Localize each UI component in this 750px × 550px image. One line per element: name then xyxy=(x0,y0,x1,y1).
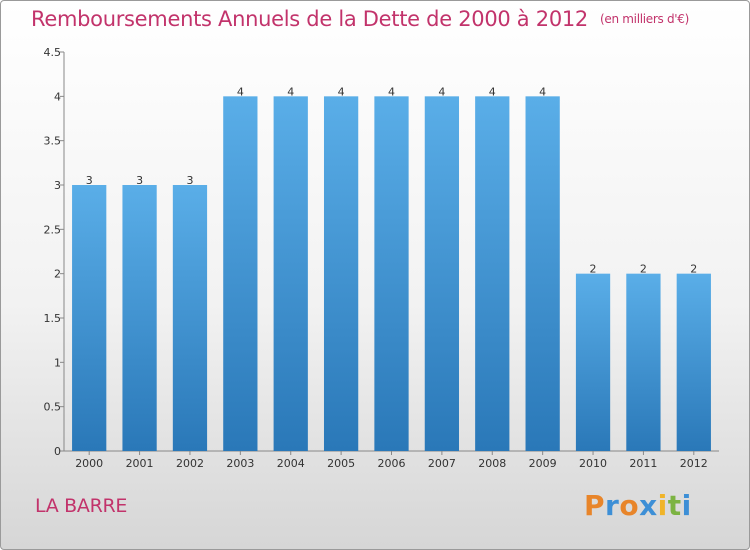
y-tick-label: 2.5 xyxy=(44,223,62,236)
bar-2002 xyxy=(172,185,208,451)
x-tick-label: 2009 xyxy=(529,457,557,470)
x-tick-label: 2001 xyxy=(126,457,154,470)
logo-letter: P xyxy=(584,489,606,522)
y-tick-label: 0.5 xyxy=(44,401,62,414)
bar-value-label: 4 xyxy=(237,85,244,98)
bar-2004 xyxy=(273,96,308,451)
bar-value-label: 4 xyxy=(287,85,294,98)
y-tick-label: 3 xyxy=(54,179,61,192)
y-tick-label: 4 xyxy=(54,90,61,103)
x-tick-label: 2010 xyxy=(579,457,607,470)
y-tick-label: 1 xyxy=(54,356,61,369)
x-tick-label: 2000 xyxy=(75,457,103,470)
chart-title-text: Remboursements Annuels de la Dette de 20… xyxy=(31,7,588,31)
bar-value-label: 4 xyxy=(388,85,395,98)
logo-letter: o xyxy=(619,489,640,522)
bar-value-label: 3 xyxy=(186,174,193,187)
proxiti-logo: Proxiti xyxy=(584,489,692,522)
logo-letter: t xyxy=(667,489,682,522)
x-tick-label: 2012 xyxy=(680,457,708,470)
bar-value-label: 4 xyxy=(489,85,496,98)
bar-2011 xyxy=(626,273,661,451)
bar-value-label: 4 xyxy=(338,85,345,98)
logo-letter: r xyxy=(605,489,620,522)
bar-2006 xyxy=(374,96,409,451)
x-tick-label: 2003 xyxy=(226,457,254,470)
bar-value-label: 4 xyxy=(438,85,445,98)
bar-2010 xyxy=(575,273,611,451)
chart-axes: 0 0.5 1 1.5 2 2.5 3 3.5 4 4.5 2000 2001 2002 2003 2004… xyxy=(44,46,719,470)
bar-2000 xyxy=(72,185,107,451)
x-tick-label: 2002 xyxy=(176,457,204,470)
bar-value-label: 2 xyxy=(590,263,597,276)
y-tick-label: 3.5 xyxy=(44,135,62,148)
commune-name: LA BARRE xyxy=(35,495,128,517)
bar-2012 xyxy=(676,273,711,451)
y-tick-label: 2 xyxy=(54,268,61,281)
logo-letter: x xyxy=(639,489,658,522)
x-tick-label: 2011 xyxy=(629,457,657,470)
chart-title: Remboursements Annuels de la Dette de 20… xyxy=(31,7,689,31)
bar-value-label: 2 xyxy=(690,263,697,276)
bar-value-label: 3 xyxy=(86,174,93,187)
bar-value-label: 3 xyxy=(136,174,143,187)
y-tick-label: 0 xyxy=(54,445,61,458)
x-tick-label: 2005 xyxy=(327,457,355,470)
bar-2009 xyxy=(525,96,560,451)
x-tick-label: 2008 xyxy=(478,457,506,470)
x-tick-label: 2004 xyxy=(277,457,305,470)
chart-bars: 3 3 3 4 4 4 4 4 4 4 2 2 2 xyxy=(72,85,711,451)
y-tick-label: 1.5 xyxy=(44,312,62,325)
x-tick-label: 2007 xyxy=(428,457,456,470)
bar-value-label: 4 xyxy=(539,85,546,98)
bar-2005 xyxy=(323,96,359,451)
bar-2003 xyxy=(223,96,258,451)
bar-2008 xyxy=(475,96,510,451)
logo-letter: i xyxy=(681,489,692,522)
bar-2001 xyxy=(122,185,157,451)
x-tick-label: 2006 xyxy=(378,457,406,470)
bar-value-label: 2 xyxy=(640,263,647,276)
y-tick-label: 4.5 xyxy=(44,46,62,59)
chart-unit: (en milliers d'€) xyxy=(600,12,690,26)
logo-letter: i xyxy=(657,489,668,522)
bar-2007 xyxy=(424,96,460,451)
